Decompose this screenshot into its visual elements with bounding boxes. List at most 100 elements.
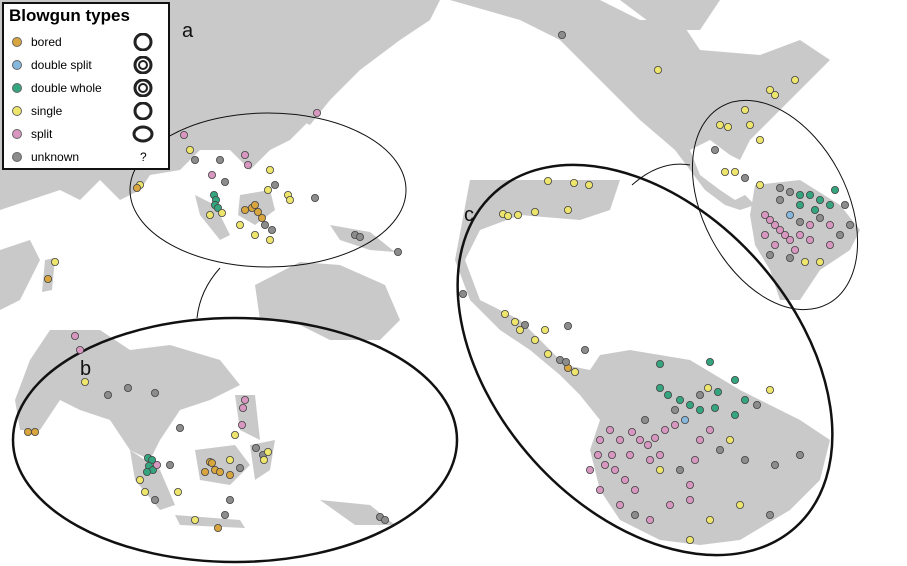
- site-point-split: [207, 170, 216, 179]
- site-point-single: [741, 106, 750, 115]
- site-point-split: [608, 450, 617, 459]
- site-point-bored: [225, 470, 234, 479]
- site-point-unknown: [220, 177, 229, 186]
- site-point-single: [217, 208, 226, 217]
- site-point-bored: [207, 458, 216, 467]
- australia-land: [255, 262, 400, 340]
- site-point-split: [806, 235, 815, 244]
- site-point-double-whole: [826, 200, 835, 209]
- site-point-single: [205, 210, 214, 219]
- site-point-unknown: [846, 220, 855, 229]
- site-point-unknown: [766, 250, 775, 259]
- site-point-split: [656, 450, 665, 459]
- site-point-double-whole: [816, 195, 825, 204]
- site-point-unknown: [150, 495, 159, 504]
- site-point-double-whole: [656, 383, 665, 392]
- legend-dot: [12, 60, 22, 70]
- site-point-unknown: [251, 443, 260, 452]
- site-point-single: [570, 178, 579, 187]
- inset-b-java: [175, 515, 245, 528]
- site-point-unknown: [641, 415, 650, 424]
- site-point-single: [816, 257, 825, 266]
- site-point-single: [756, 180, 765, 189]
- blowgun-cross-section-icon: [133, 79, 153, 97]
- site-point-split: [791, 245, 800, 254]
- site-point-unknown: [753, 400, 762, 409]
- site-point-unknown: [776, 195, 785, 204]
- site-point-single: [564, 205, 573, 214]
- legend-item-bored: bored: [12, 32, 167, 52]
- inset-b-outline: [11, 316, 459, 564]
- site-point-bored: [240, 205, 249, 214]
- site-point-split: [696, 435, 705, 444]
- site-point-split: [594, 450, 603, 459]
- site-point-single: [731, 167, 740, 176]
- site-point-single: [514, 210, 523, 219]
- site-point-unknown: [766, 510, 775, 519]
- legend-title: Blowgun types: [9, 6, 130, 25]
- panel-label-a: a: [182, 20, 194, 42]
- site-point-split: [601, 460, 610, 469]
- site-point-split: [651, 433, 660, 442]
- legend-label: single: [31, 104, 63, 118]
- site-point-unknown: [270, 180, 279, 189]
- site-point-split: [240, 150, 249, 159]
- legend: Blowgun types bored double split double wh…: [2, 2, 170, 170]
- site-point-single: [259, 455, 268, 464]
- site-point-split: [646, 455, 655, 464]
- site-point-single: [500, 309, 509, 318]
- site-point-unknown: [676, 465, 685, 474]
- site-point-double-whole: [676, 395, 685, 404]
- inset-b-sumatra: [130, 450, 175, 510]
- site-point-double-whole: [142, 467, 151, 476]
- site-point-bored: [132, 183, 141, 192]
- site-point-single: [531, 207, 540, 216]
- site-point-double-whole: [796, 200, 805, 209]
- legend-label: split: [31, 127, 53, 141]
- site-point-single: [140, 487, 149, 496]
- site-point-single: [135, 475, 144, 484]
- site-point-single: [746, 121, 755, 130]
- site-point-unknown: [741, 173, 750, 182]
- legend-label: double whole: [31, 81, 102, 95]
- site-point-split: [766, 215, 775, 224]
- site-point-unknown: [696, 390, 705, 399]
- site-point-single: [510, 317, 519, 326]
- site-point-single: [721, 167, 730, 176]
- africa-land: [0, 240, 40, 310]
- legend-dot: [12, 106, 22, 116]
- site-point-split: [71, 331, 80, 340]
- greenland-land: [620, 0, 720, 30]
- site-point-split: [691, 455, 700, 464]
- inset-outlines: [11, 99, 859, 564]
- site-point-unknown: [267, 225, 276, 234]
- site-point-unknown: [175, 423, 184, 432]
- site-point-double-whole: [711, 403, 720, 412]
- legend-item-split: split: [12, 124, 167, 144]
- site-point-unknown: [841, 200, 850, 209]
- site-point-split: [686, 480, 695, 489]
- site-point-single: [265, 165, 274, 174]
- inset-b-newguinea: [320, 500, 395, 525]
- site-point-split: [606, 425, 615, 434]
- site-point-double-whole: [706, 357, 715, 366]
- site-point-single: [250, 230, 259, 239]
- site-point-unknown: [631, 510, 640, 519]
- site-point-split: [771, 220, 780, 229]
- site-point-double-whole: [714, 387, 723, 396]
- site-point-split: [586, 465, 595, 474]
- site-point-unknown: [558, 30, 567, 39]
- site-point-split: [671, 420, 680, 429]
- site-point-split: [826, 220, 835, 229]
- site-point-unknown: [564, 321, 573, 330]
- site-point-unknown: [310, 193, 319, 202]
- site-point-single: [704, 383, 713, 392]
- site-point-unknown: [711, 145, 720, 154]
- site-point-single: [503, 211, 512, 220]
- site-point-split: [761, 210, 770, 219]
- site-point-unknown: [380, 516, 389, 525]
- site-point-single: [225, 455, 234, 464]
- site-point-split: [806, 220, 815, 229]
- site-point-unknown: [771, 460, 780, 469]
